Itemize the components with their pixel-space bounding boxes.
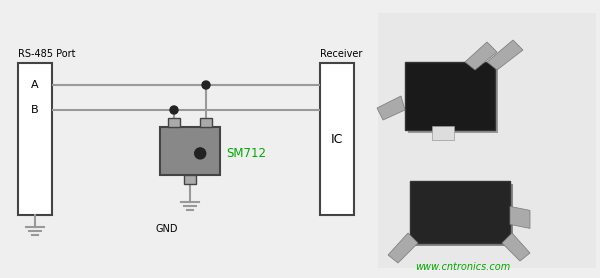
Polygon shape — [502, 233, 530, 261]
Bar — [413, 184, 513, 246]
Polygon shape — [465, 42, 497, 70]
Text: Receiver: Receiver — [320, 49, 362, 59]
Bar — [18, 63, 52, 215]
Text: SM712: SM712 — [226, 147, 266, 160]
Text: B: B — [31, 105, 39, 115]
Text: A: A — [31, 80, 39, 90]
Bar — [432, 126, 454, 140]
Polygon shape — [487, 40, 523, 70]
Circle shape — [202, 81, 210, 89]
Bar — [184, 175, 196, 184]
Bar — [160, 127, 220, 175]
Bar — [405, 62, 495, 130]
Bar — [168, 118, 180, 127]
Text: RS-485 Port: RS-485 Port — [18, 49, 76, 59]
Bar — [410, 181, 510, 243]
Bar — [200, 118, 212, 127]
Bar — [378, 13, 596, 268]
Polygon shape — [510, 206, 530, 229]
Bar — [320, 63, 354, 215]
Circle shape — [170, 106, 178, 114]
Polygon shape — [388, 233, 418, 263]
Text: IC: IC — [331, 133, 343, 145]
Polygon shape — [377, 96, 405, 120]
Text: www.cntronics.com: www.cntronics.com — [415, 262, 510, 272]
Text: GND: GND — [155, 224, 178, 234]
Bar — [408, 65, 498, 133]
Circle shape — [195, 148, 206, 159]
